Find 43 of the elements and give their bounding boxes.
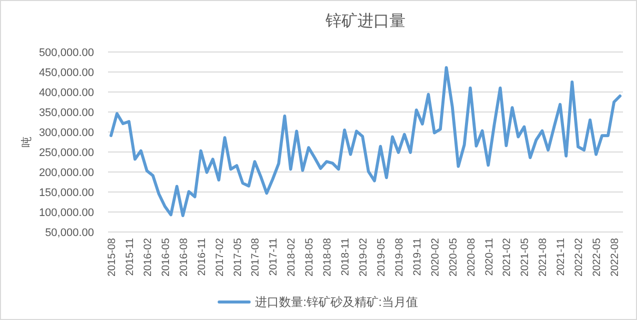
x-tick-label: 2020-05 [447,238,460,277]
x-tick-label: 2015-08 [106,238,118,277]
x-tick-label: 2019-02 [358,238,370,277]
x-tick-label: 2016-11 [196,238,208,276]
x-tick-label: 2017-08 [250,238,262,277]
x-tick-label: 2020-02 [429,238,442,277]
x-tick-label: 2019-11 [411,238,424,276]
x-tick-label: 2017-02 [214,238,226,277]
x-tick-label: 2020-08 [465,238,478,277]
x-tick-label: 2021-11 [555,238,568,276]
x-tick-label: 2015-11 [124,238,136,276]
y-tick-label: 100,000.00 [38,207,94,219]
y-tick-label: 250,000.00 [38,147,94,159]
y-tick-label: 300,000.00 [38,127,94,139]
x-tick-label: 2016-05 [160,238,172,277]
y-tick-label: 150,000.00 [38,187,94,199]
x-tick-label: 2020-11 [483,238,496,276]
x-tick-label: 2022-05 [591,238,604,277]
x-tick-label: 2018-11 [340,238,352,276]
y-tick-label: 450,000.00 [38,67,94,79]
y-tick-label: 350,000.00 [38,107,94,119]
x-tick-label: 2016-08 [178,238,190,277]
x-tick-label: 2018-05 [304,238,316,277]
y-tick-label: 400,000.00 [38,87,94,99]
y-tick-label: 500,000.00 [38,47,94,59]
x-tick-label: 2019-08 [393,238,406,277]
x-tick-label: 2017-11 [268,238,280,276]
y-tick-label: 50,000.00 [45,227,94,239]
x-tick-label: 2017-05 [232,238,244,277]
x-tick-label: 2018-02 [286,238,298,277]
x-tick-label: 2016-02 [142,238,154,277]
x-tick-label: 2022-08 [609,238,622,277]
x-tick-label: 2021-05 [519,238,532,277]
y-tick-label: 200,000.00 [38,167,94,179]
x-tick-label: 2018-08 [322,238,334,277]
chart-title: 锌矿进口量 [324,12,406,30]
x-tick-label: 2019-05 [375,238,388,277]
legend-label: 进口数量:锌矿砂及精矿:当月值 [255,295,418,309]
x-tick-label: 2021-08 [537,238,550,277]
line-series [109,66,622,218]
y-axis-title: 吨 [20,136,33,148]
x-tick-label: 2021-02 [501,238,514,277]
x-tick-label: 2022-02 [573,238,586,277]
